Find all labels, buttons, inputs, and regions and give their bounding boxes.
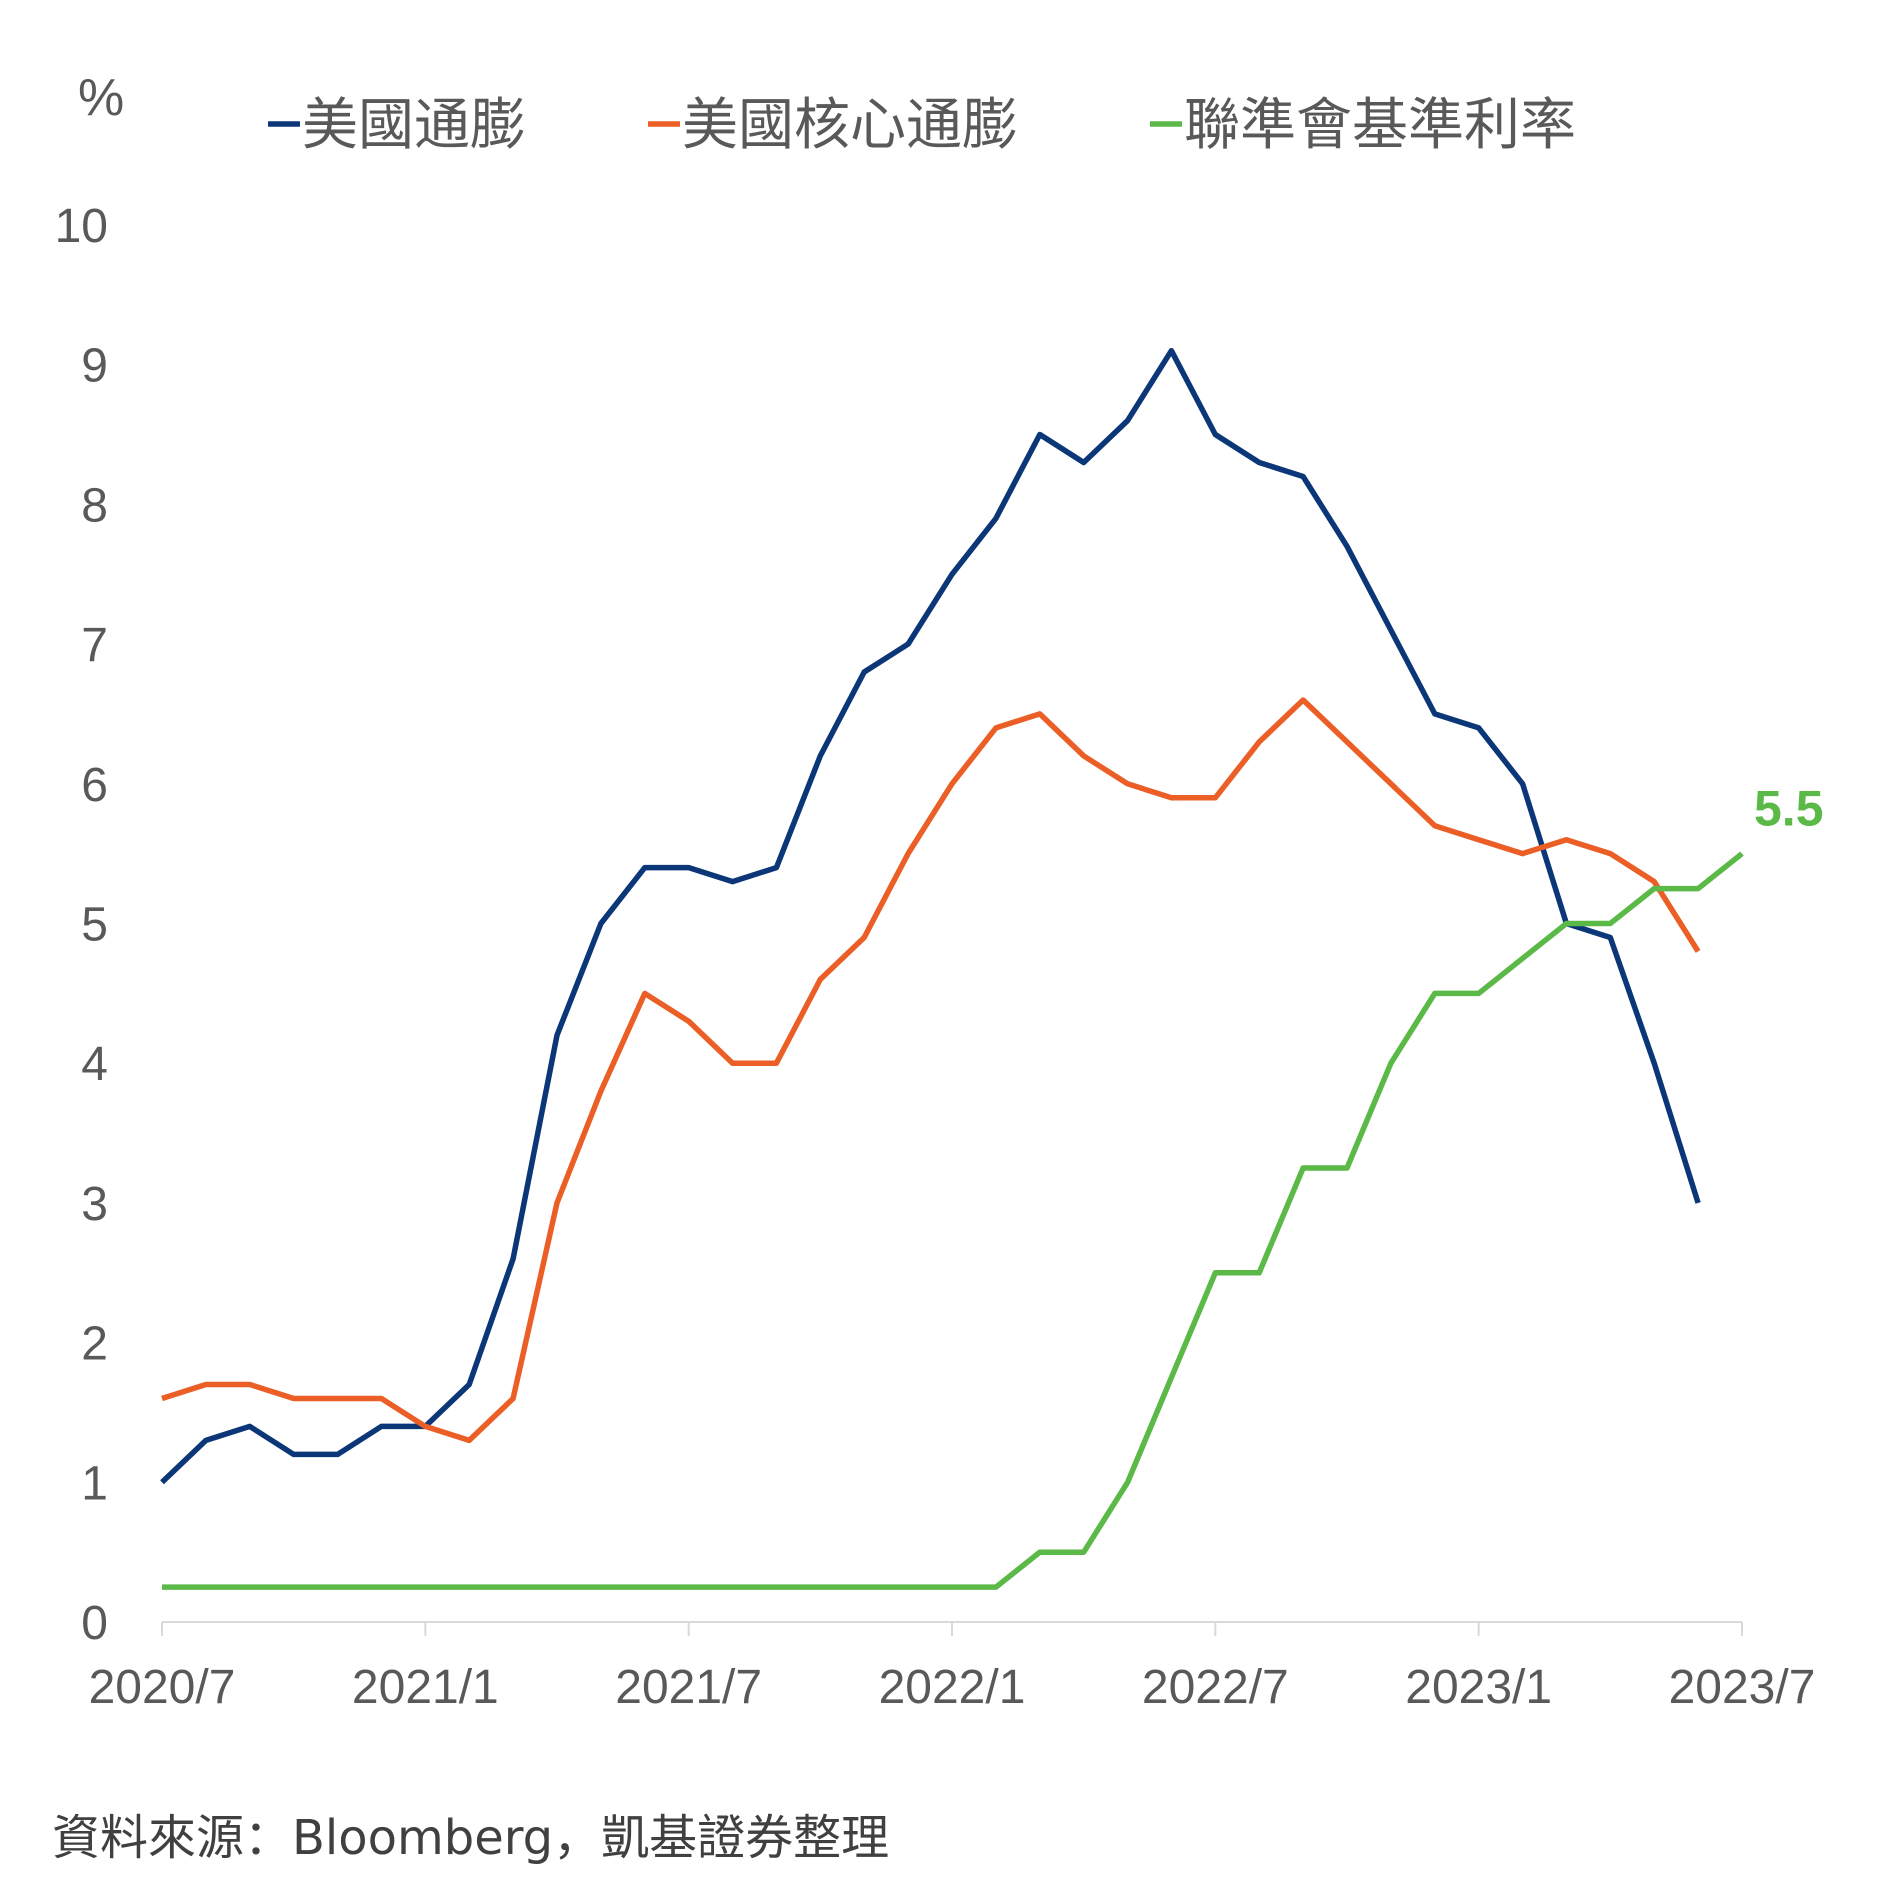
legend-label: 聯準會基準利率 (1184, 93, 1576, 158)
y-tick-label: 3 (81, 1178, 108, 1231)
y-tick-label: 4 (81, 1038, 108, 1091)
y-tick-label: 8 (81, 479, 108, 532)
x-tick-label: 2023/7 (1669, 1661, 1816, 1714)
y-tick-label: 10 (55, 200, 108, 253)
x-tick-label: 2021/7 (615, 1661, 762, 1714)
y-tick-label: 6 (81, 759, 108, 812)
legend: 美國通膨 美國核心通膨 聯準會基準利率 (268, 93, 1576, 158)
x-tick-label: 2023/1 (1405, 1661, 1552, 1714)
y-tick-label: 0 (81, 1597, 108, 1650)
source-note: 資料來源：Bloomberg，凱基證券整理 (52, 1810, 890, 1866)
x-tick-label: 2021/1 (352, 1661, 499, 1714)
series-line-2 (162, 851, 1744, 1590)
x-tick-label: 2022/1 (879, 1661, 1026, 1714)
y-axis-unit-label: % (78, 69, 124, 127)
x-tick-label: 2020/7 (89, 1661, 236, 1714)
series-line-0 (160, 347, 1701, 1485)
y-tick-label: 7 (81, 619, 108, 672)
y-axis-ticks: 0 1 2 3 4 5 6 7 8 9 10 (55, 200, 108, 1650)
series-line-1 (161, 697, 1701, 1444)
legend-label: 美國通膨 (302, 93, 526, 158)
end-labels: 5.5 (1754, 781, 1824, 837)
series-lines (160, 347, 1744, 1590)
y-tick-label: 2 (81, 1318, 108, 1371)
x-axis: 2020/7 2021/1 2021/7 2022/1 2022/7 2023/1 2023… (89, 1621, 1816, 1714)
y-tick-label: 5 (81, 899, 108, 952)
legend-label: 美國核心通膨 (682, 93, 1018, 158)
y-tick-label: 9 (81, 340, 108, 393)
y-tick-label: 1 (81, 1457, 108, 1510)
series-end-label: 5.5 (1754, 781, 1824, 837)
x-tick-label: 2022/7 (1142, 1661, 1289, 1714)
